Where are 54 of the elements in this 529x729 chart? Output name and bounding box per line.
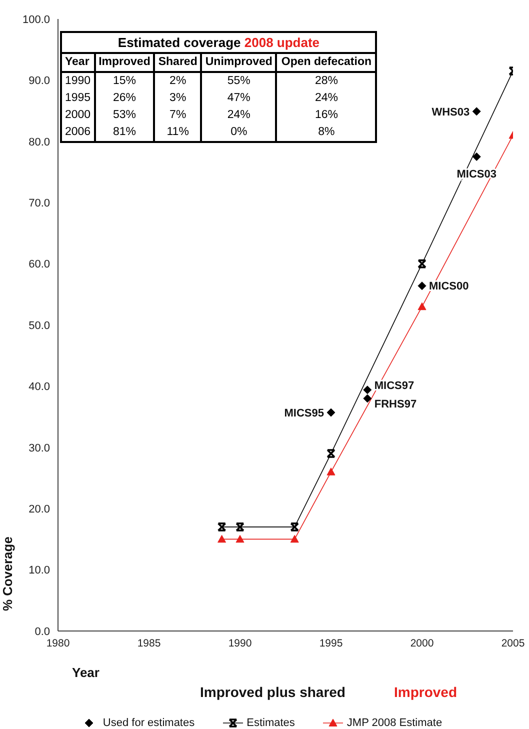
legend-label: Used for estimates [102,717,195,729]
annotation: Estimated coverage [118,35,241,50]
annotation: MICS95 [284,407,324,420]
y-tick-label: 100.0 [22,14,50,26]
x-tick-label: 1985 [137,637,161,650]
y-tick-label: 10.0 [28,564,50,577]
annotation: 16% [276,107,376,124]
y-tick-label: 20.0 [28,504,50,516]
legend-label: JMP 2008 Estimate [346,717,442,729]
annotation: 7% [154,107,202,124]
annotation: Improved [94,53,154,72]
annotation: 2% [154,72,202,90]
y-tick-label: 50.0 [28,320,50,332]
annotation: Shared [154,53,202,72]
y-tick-label: 0.0 [34,626,50,638]
annotation: 24% [276,90,376,107]
text: Improved plus shared [200,684,346,700]
y-tick-label: 30.0 [28,442,50,454]
x-tick-label: 2000 [410,637,434,650]
annotation: 3% [154,90,202,107]
x-axis-title: Year [72,665,100,680]
annotation: FRHS97 [374,398,417,410]
annotation: 28% [276,72,376,90]
annotation: 2006 [61,124,95,142]
annotation: 8% [276,124,376,142]
annotation: 11% [154,124,202,142]
annotation: WHS03 [432,106,470,118]
annotation: Open defecation [276,53,376,72]
y-tick-label: 80.0 [28,136,50,148]
legend-label: Estimates [246,717,295,729]
annotation: 1995 [61,90,95,107]
annotation: 2000 [61,107,95,124]
annotation: Unimproved [201,53,276,72]
annotation: 26% [94,90,154,107]
annotation: 15% [94,72,154,90]
annotation: 0% [201,124,276,142]
x-tick-label: 1990 [228,637,252,650]
y-axis-title: % Coverage [0,536,15,611]
annotation: 81% [94,124,154,142]
y-tick-label: 90.0 [28,75,50,88]
y-tick-label: 60.0 [28,258,50,271]
y-tick-label: 70.0 [28,198,50,210]
y-tick-label: 40.0 [28,381,50,394]
annotation: Year [61,53,95,72]
x-tick-label: 1980 [46,637,70,650]
annotation: 1990 [61,72,95,90]
annotation: 55% [201,72,276,90]
x-tick-label: 2005 [501,637,525,650]
annotation: 53% [94,107,154,124]
x-tick-label: 1995 [319,637,343,650]
annotation: 47% [201,90,276,107]
annotation: 2008 update [244,35,320,50]
text: Improved [394,684,458,700]
annotation: 24% [201,107,276,124]
